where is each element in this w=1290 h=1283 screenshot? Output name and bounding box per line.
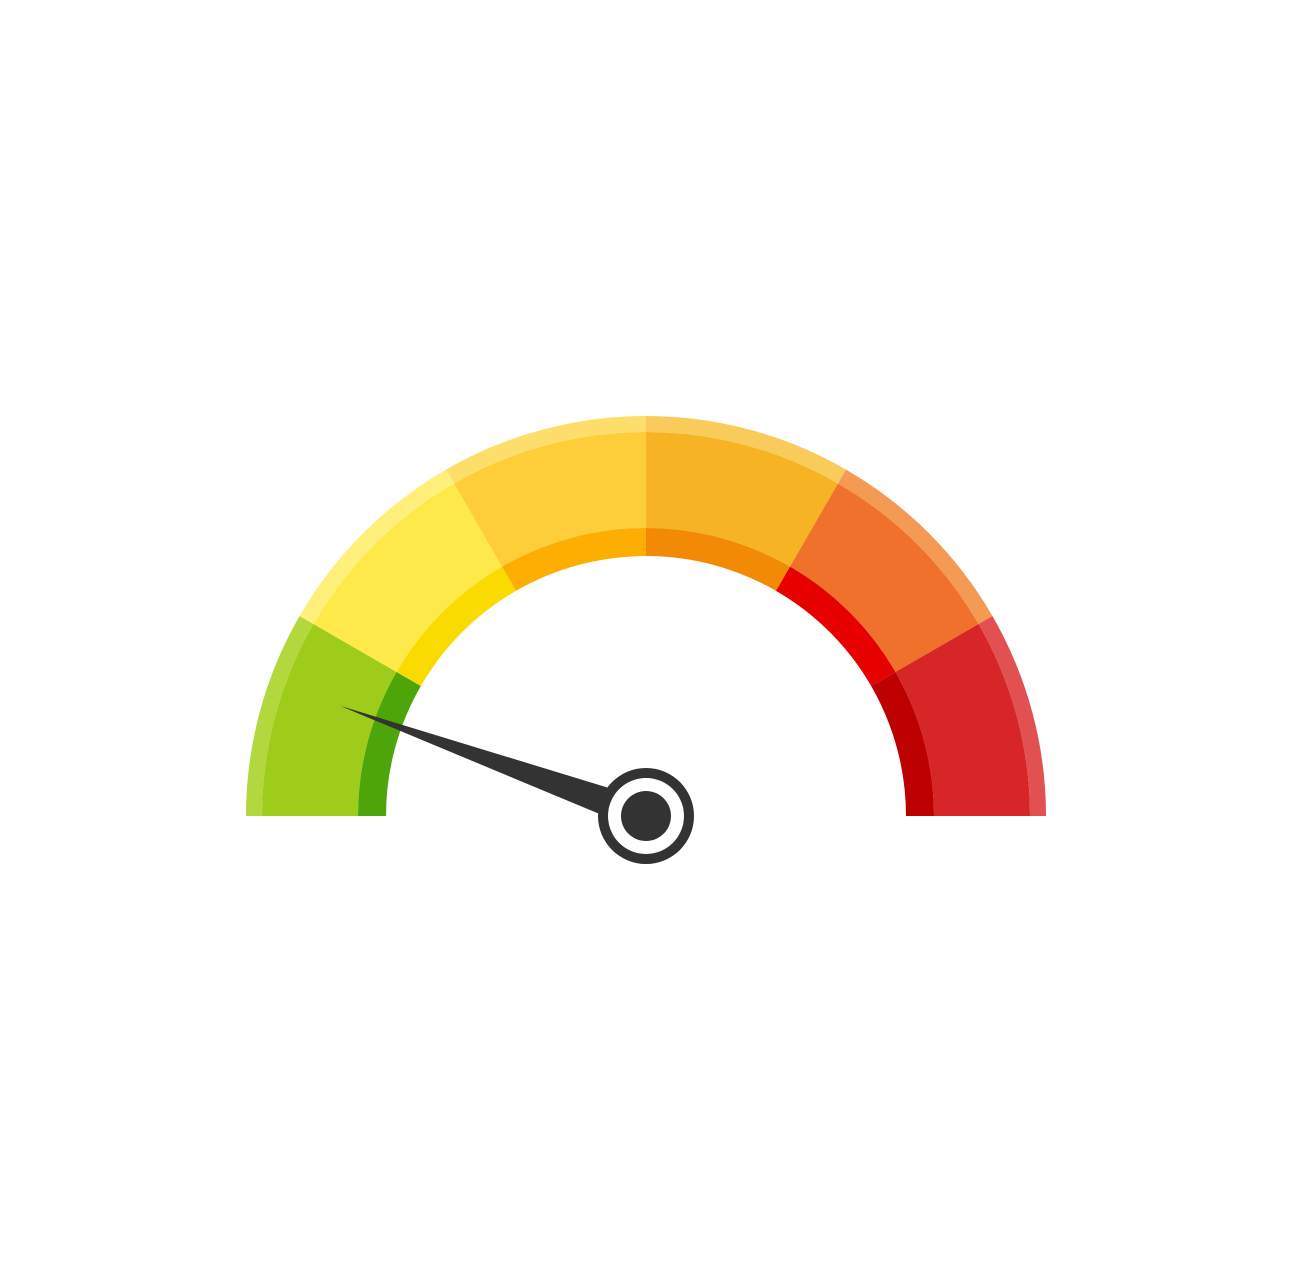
gauge-needle-pointer [340, 705, 652, 832]
gauge-segment-light-orange-inner [502, 528, 646, 591]
gauge-segment-green [246, 616, 421, 816]
gauge-segment-yellow-inner [396, 566, 516, 686]
gauge-hub [598, 768, 694, 864]
gauge-segment-red [871, 616, 1046, 816]
gauge-hub-center [621, 791, 671, 841]
gauge-segment-orange-main [790, 483, 979, 672]
gauge-segment-green-inner [358, 672, 421, 816]
gauge-segment-light-orange [446, 416, 646, 591]
gauge-segment-light-orange-rim [446, 416, 646, 484]
gauge-segment-yellow-rim [299, 469, 454, 624]
gauge-segment-amber-main [646, 432, 838, 567]
gauge-segments [246, 416, 1046, 816]
gauge-segment-red-inner [871, 672, 934, 816]
gauge-needle [340, 705, 652, 832]
gauge-segment-yellow [299, 469, 516, 686]
gauge-segment-orange [776, 469, 993, 686]
gauge-segment-green-main [262, 624, 397, 816]
gauge-segment-light-orange-main [454, 432, 646, 567]
gauge-segment-amber-rim [646, 416, 846, 484]
gauge-segment-amber-inner [646, 528, 790, 591]
gauge-segment-red-main [895, 624, 1030, 816]
gauge-segment-orange-rim [838, 469, 993, 624]
gauge-segment-yellow-main [313, 483, 502, 672]
gauge-segment-red-rim [978, 616, 1046, 816]
gauge-segment-amber [646, 416, 846, 591]
gauge-segment-green-rim [246, 616, 314, 816]
gauge-segment-orange-inner [776, 566, 896, 686]
